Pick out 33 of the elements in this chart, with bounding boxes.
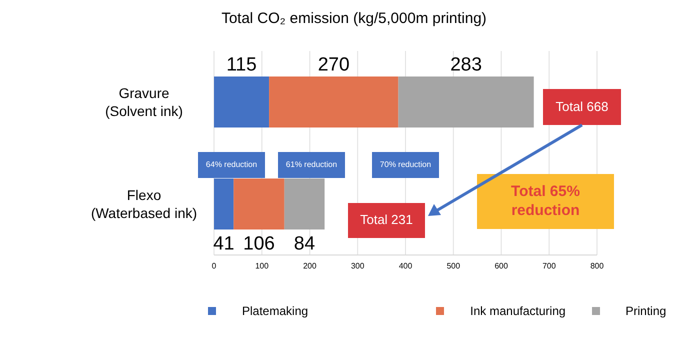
callout-box: 61% reduction: [278, 152, 345, 178]
x-tick-label: 500: [446, 262, 461, 271]
legend-label: Printing: [626, 304, 666, 318]
callout-box: Total 65% reduction: [477, 174, 614, 229]
data-label: 115: [226, 54, 257, 76]
bar: [214, 178, 234, 230]
bar: [284, 178, 325, 230]
callout-box: 64% reduction: [198, 152, 265, 178]
data-label: 84: [294, 234, 316, 254]
chart-title: Total CO₂ emission (kg/5,000m printing): [220, 10, 488, 27]
x-tick-label: 400: [398, 262, 413, 271]
x-tick-label: 0: [212, 262, 217, 271]
x-tick-label: 600: [494, 262, 508, 271]
data-label: 270: [318, 54, 350, 76]
y-tick-label: Flexo (Waterbased ink): [90, 187, 198, 221]
callout-box: Total 668: [543, 89, 621, 125]
x-tick-label: 100: [255, 262, 270, 271]
legend-label: Ink manufacturing: [470, 304, 566, 318]
x-tick-label: 300: [350, 262, 365, 271]
bar: [234, 178, 284, 230]
x-tick-label: 700: [542, 262, 556, 271]
bar: [214, 76, 270, 128]
data-label: 41: [213, 234, 234, 254]
data-label: 106: [243, 234, 275, 254]
legend-label: Platemaking: [242, 304, 308, 318]
data-label: 283: [450, 54, 482, 76]
x-tick-label: 200: [303, 262, 317, 271]
x-tick-label: 800: [590, 262, 604, 271]
bar: [269, 76, 398, 128]
callout-box: 70% reduction: [372, 152, 439, 178]
bar: [398, 76, 534, 128]
callout-box: Total 231: [348, 203, 425, 238]
y-tick-label: Gravure (Solvent ink): [105, 85, 183, 119]
